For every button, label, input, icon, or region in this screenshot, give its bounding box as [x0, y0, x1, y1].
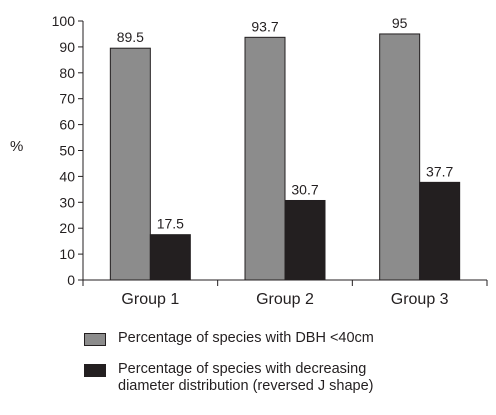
legend-item-dbh: Percentage of species with DBH <40cm [84, 330, 484, 347]
data-label: 95 [392, 15, 408, 31]
data-label: 30.7 [291, 181, 318, 197]
legend-label-dbh: Percentage of species with DBH <40cm [118, 330, 374, 346]
x-category-label: Group 1 [121, 291, 179, 308]
bar [244, 36, 286, 281]
bar-chart: % 0 10 20 30 40 50 60 70 80 90 100 89.5 17.5 93.7 30.… [10, 13, 488, 308]
y-tick-label: 70 [59, 91, 75, 107]
legend-swatch-black [84, 364, 106, 377]
bar [284, 199, 326, 281]
legend-item-reversed-j: Percentage of species with decreasing di… [84, 361, 484, 395]
bar [109, 47, 151, 281]
data-label: 89.5 [117, 29, 144, 45]
y-axis-label: % [10, 138, 23, 155]
data-label: 37.7 [426, 163, 453, 179]
x-category-label: Group 2 [256, 291, 314, 308]
y-tick-label: 60 [59, 117, 75, 133]
data-label: 93.7 [251, 18, 278, 34]
legend-swatch-gray [84, 333, 106, 346]
legend-label-reversed-j: Percentage of species with decreasing di… [118, 361, 374, 394]
y-tick-label: 0 [67, 272, 75, 288]
bar [419, 181, 461, 281]
y-tick-label: 50 [59, 143, 75, 159]
bars: 89.5 17.5 93.7 30.7 95 37.7 [109, 15, 461, 281]
x-axis: Group 1 Group 2 Group 3 [82, 279, 488, 308]
y-tick-label: 90 [59, 39, 75, 55]
bar [379, 33, 421, 281]
legend: Percentage of species with DBH <40cm Per… [84, 330, 484, 409]
y-tick-label: 20 [59, 220, 75, 236]
bar [149, 234, 191, 281]
y-tick-label: 80 [59, 65, 75, 81]
y-tick-label: 30 [59, 194, 75, 210]
x-category-label: Group 3 [391, 291, 449, 308]
y-tick-label: 100 [52, 13, 76, 29]
y-tick-label: 40 [59, 168, 75, 184]
data-label: 17.5 [157, 216, 184, 232]
y-axis: 0 10 20 30 40 50 60 70 80 90 100 [52, 13, 84, 288]
y-tick-label: 10 [59, 246, 75, 262]
